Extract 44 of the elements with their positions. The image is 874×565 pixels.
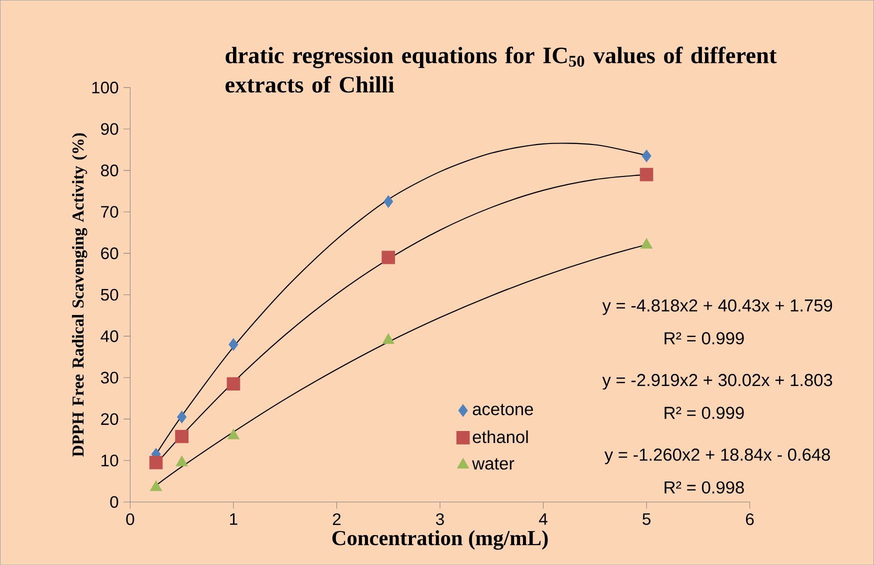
point: [382, 333, 394, 344]
y-tick-label: 0: [110, 496, 118, 508]
x-tick-label: 5: [642, 513, 650, 525]
point: [176, 456, 188, 466]
point: [384, 195, 394, 208]
point: [640, 238, 653, 249]
x-axis-title: Concentration (mg/mL): [332, 530, 548, 550]
y-tick-label: 80: [101, 164, 118, 176]
x-tick-label: 0: [126, 513, 134, 526]
point: [382, 250, 396, 264]
y-tick-label: 90: [101, 123, 118, 135]
x-tick-label: 2: [332, 513, 341, 525]
legend-label: water: [472, 458, 514, 470]
legend-label: ethanol: [472, 430, 528, 444]
point: [175, 430, 188, 444]
point: [640, 168, 654, 182]
y-axis-title: DPPH Free Radical Scavenging Activity (%): [72, 133, 88, 457]
chart-title: dratic regression equations for IC$_{50}$ values of different extracts of Chilli: [226, 46, 777, 93]
annotation: R² = 0.998: [664, 481, 744, 494]
point: [642, 150, 652, 162]
point: [177, 410, 187, 424]
legend-label: acetone: [472, 404, 533, 416]
annotation: y = -2.919x2 + 30.02x + 1.803: [602, 374, 832, 390]
point: [227, 428, 240, 440]
annotation: R² = 0.999: [664, 406, 744, 419]
y-tick-label: 30: [100, 372, 118, 384]
y-tick-label: 20: [101, 413, 118, 425]
point: [226, 377, 240, 390]
x-tick-label: 1: [230, 513, 238, 525]
x-tick-label: 4: [539, 513, 548, 525]
point: [150, 480, 162, 491]
annotation: R² = 0.999: [664, 332, 744, 344]
x-tick-label: 3: [436, 513, 444, 526]
y-tick-label: 50: [100, 288, 118, 301]
y-tick-label: 100: [92, 82, 118, 94]
y-tick-label: 10: [102, 454, 118, 466]
annotation: y = -4.818x2 + 40.43x + 1.759: [602, 299, 832, 315]
annotation: y = -1.260x2 + 18.84x - 0.648: [604, 448, 830, 464]
point: [228, 338, 238, 351]
y-tick-label: 40: [100, 330, 118, 342]
y-tick-label: 70: [101, 206, 118, 218]
x-tick-label: 6: [746, 513, 754, 526]
y-tick-label: 60: [101, 247, 118, 260]
point: [149, 456, 163, 470]
